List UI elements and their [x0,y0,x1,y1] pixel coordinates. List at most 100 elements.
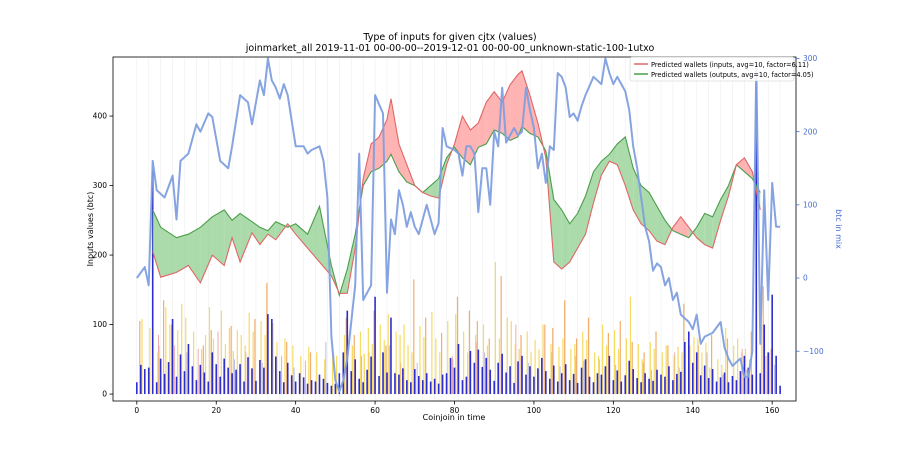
bar-blue [469,350,472,395]
bar-blue [143,369,146,395]
bar-blue [612,380,615,395]
bar-blue [382,352,384,395]
bar-blue [278,371,281,395]
line-outputs [152,125,761,298]
bar-orange [587,317,590,395]
bar-yellow [598,355,600,395]
bar-blue [326,382,329,395]
bar-orange [286,341,288,395]
fill-band-segment [390,98,399,172]
bar-blue [580,367,583,395]
bar-yellow [558,346,560,395]
fill-band-segment [430,178,439,199]
bar-yellow [733,345,735,395]
chart-title: Type of inputs for given cjtx (values) [362,32,536,43]
bar-yellow [407,345,409,395]
bar-blue [747,367,750,395]
bar-blue [636,378,638,395]
bar-blue [723,372,726,395]
bar-yellow [395,331,397,395]
bar-blue [271,318,273,395]
bar-orange [456,296,459,395]
bar-blue [386,372,388,395]
fill-band-segment [712,199,721,249]
bar-yellow [411,352,413,395]
bar-blue [417,375,420,395]
bar-lavender [484,352,486,395]
bar-blue [537,368,539,395]
bar-yellow [530,352,532,395]
bar-yellow [260,321,262,395]
bar-yellow [439,352,441,395]
bar-yellow [447,321,449,395]
bar-blue [691,362,694,395]
bar-pink [197,348,199,395]
x-tick-label: 20 [211,406,221,415]
bar-yellow [637,344,639,395]
line-btc-in-mix [135,57,781,393]
bar-blue [759,373,762,395]
bar-blue [338,373,341,395]
bar-blue [552,365,555,395]
bar-blue [421,380,424,395]
bar-yellow [435,338,437,395]
bar-blue [711,369,714,395]
bar-yellow [510,321,512,395]
bar-blue [521,355,523,395]
bar-blue [366,369,368,395]
bar-blue [715,381,718,395]
bar-blue [497,362,499,395]
bar-yellow [324,359,326,395]
x-tick-label: 80 [450,406,460,415]
bar-pink [173,345,175,395]
bar-blue [465,376,468,395]
bar-blue [239,364,241,395]
y-axis-left: 0 100 200 300 400 [93,112,113,399]
bar-lavender [325,341,327,395]
bar-blue [362,382,364,395]
bar-pink [281,355,283,395]
bar-yellow [760,324,763,395]
bar-yellow [236,330,238,395]
bar-blue [592,382,595,395]
bar-blue [572,373,575,395]
legend-box [629,56,795,82]
bar-lavender [361,355,363,395]
y-tick-label-right: −100 [803,347,824,356]
bar-yellow [550,344,552,395]
bar-blue [461,380,464,395]
bar-blue [695,352,698,395]
bar-blue [517,361,519,395]
y-axis-label-left: Inputs values (btc) [86,192,95,267]
bar-blue [410,382,412,395]
line-inputs [152,69,761,294]
bar-yellow [169,324,171,395]
bar-yellow [748,359,751,395]
bar-blue [767,352,770,395]
bar-blue [413,369,416,395]
bar-blue [568,380,571,395]
bar-yellow [594,352,596,395]
bar-blue [251,368,253,395]
bar-yellow [208,307,211,395]
bar-yellow [641,359,643,395]
bar-blue [707,378,710,395]
bar-blue [159,358,162,395]
bar-blue [644,373,646,395]
bar-orange [210,330,212,395]
bar-blue [342,352,345,395]
y-axis-label-right: btc in mix [834,209,843,249]
bar-blue [298,373,301,395]
bar-yellow [399,334,401,395]
fill-band-segment [398,143,407,183]
bar-orange [309,352,312,395]
bar-blue [556,381,559,395]
bar-yellow [181,303,183,395]
bar-blue [219,376,222,395]
bar-yellow [474,334,477,395]
bar-yellow [455,314,457,395]
bar-blue [247,357,249,395]
bar-orange [353,334,355,395]
bar-blue [394,373,396,395]
fill-band-segment [307,206,320,263]
